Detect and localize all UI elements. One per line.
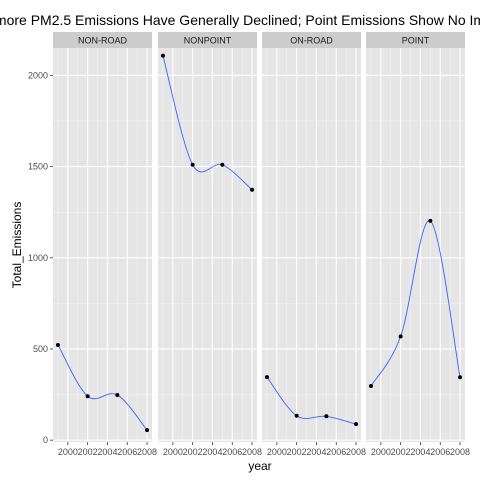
x-tick-label: 2006 (326, 447, 346, 457)
data-point (265, 375, 269, 379)
data-point (145, 428, 149, 432)
facet-on-road: ON-ROAD 2000 2002 2004 2006 2008 (262, 32, 366, 457)
data-point (191, 163, 195, 167)
facet-strip-label: ON-ROAD (290, 36, 333, 46)
y-axis-title: Total_Emissions (10, 202, 24, 289)
data-point (428, 219, 432, 223)
y-tick-label: 2000 (28, 70, 48, 80)
facet-point: POINT 2000 2002 2004 2006 2008 (366, 32, 470, 457)
x-tick-label: 2006 (430, 447, 450, 457)
x-tick-label: 2002 (391, 447, 411, 457)
data-point (115, 393, 119, 397)
x-tick-label: 2004 (97, 447, 117, 457)
x-tick-label: 2008 (137, 447, 157, 457)
x-tick-label: 2006 (222, 447, 242, 457)
data-point (369, 384, 373, 388)
x-axis-title: year (248, 459, 271, 473)
data-point (250, 188, 254, 192)
x-tick-label: 2002 (183, 447, 203, 457)
x-tick-label: 2004 (410, 447, 430, 457)
x-tick-label: 2002 (287, 447, 307, 457)
x-tick-label: 2000 (371, 447, 391, 457)
data-point (220, 163, 224, 167)
data-point (354, 422, 358, 426)
facet-non-road: NON-ROAD 2000 2002 2004 2006 2008 (53, 32, 157, 457)
x-tick-label: 2002 (78, 447, 98, 457)
x-tick-label: 2004 (202, 447, 222, 457)
data-point (458, 375, 462, 379)
x-tick-label: 2008 (242, 447, 262, 457)
x-tick-label: 2008 (450, 447, 470, 457)
x-tick-label: 2006 (117, 447, 137, 457)
data-point (56, 343, 60, 347)
facet-nonpoint: NONPOINT 2000 2002 2004 2006 2008 (158, 32, 262, 457)
data-point (295, 414, 299, 418)
y-tick-label: 1500 (28, 162, 48, 172)
y-tick-label: 1000 (28, 253, 48, 263)
facet-strip-label: POINT (402, 36, 430, 46)
data-point (161, 54, 165, 58)
x-tick-label: 2000 (267, 447, 287, 457)
x-tick-label: 2000 (163, 447, 183, 457)
data-point (324, 414, 328, 418)
data-point (399, 334, 403, 338)
x-tick-label: 2004 (306, 447, 326, 457)
x-tick-label: 2008 (346, 447, 366, 457)
y-axis: 0 500 1000 1500 2000 (28, 70, 53, 445)
facet-strip-label: NONPOINT (184, 36, 232, 46)
y-tick-label: 500 (33, 344, 48, 354)
facet-strip-label: NON-ROAD (78, 36, 127, 46)
chart-title: more PM2.5 Emissions Have Generally Decl… (0, 12, 480, 28)
data-point (86, 394, 90, 398)
y-tick-label: 0 (43, 435, 48, 445)
x-tick-label: 2000 (58, 447, 78, 457)
